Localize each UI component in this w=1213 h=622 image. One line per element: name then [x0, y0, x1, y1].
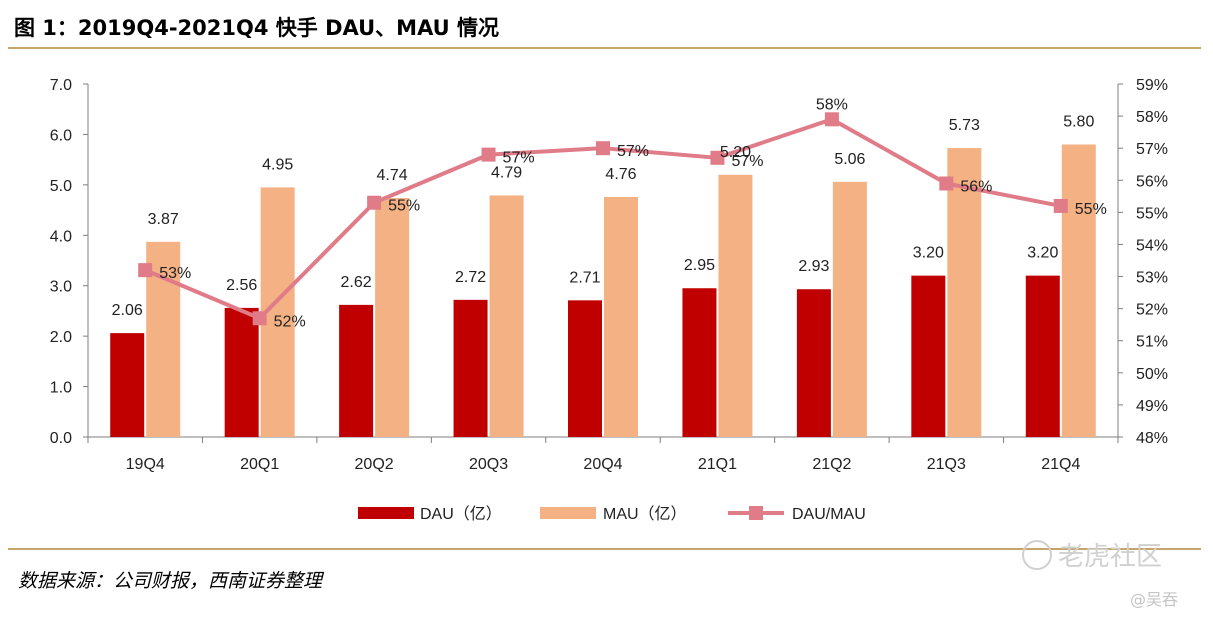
ratio-marker [710, 150, 725, 165]
y-right-tick-label: 54% [1136, 237, 1168, 254]
watermark-brand: 老虎社区 [1022, 536, 1162, 573]
y-right-tick-label: 50% [1136, 366, 1168, 383]
y-right-tick-label: 52% [1136, 302, 1168, 319]
mau-data-label: 5.80 [1063, 114, 1094, 131]
dau-bar [110, 333, 145, 437]
y-right-tick-label: 57% [1136, 141, 1168, 158]
mau-data-label: 4.95 [262, 156, 293, 173]
mau-data-label: 5.06 [834, 151, 865, 168]
y-right-tick-label: 55% [1136, 205, 1168, 222]
ratio-marker [1053, 198, 1068, 213]
y-left-tick-label: 7.0 [50, 77, 72, 94]
y-left-tick-label: 3.0 [50, 279, 72, 296]
ratio-marker [596, 141, 610, 156]
x-tick-label: 19Q4 [126, 456, 165, 473]
dau-data-label: 2.06 [112, 302, 143, 319]
mau-bar [947, 148, 982, 437]
dau-bar [339, 304, 374, 437]
x-tick-label: 21Q4 [1041, 456, 1080, 473]
x-tick-label: 20Q2 [355, 456, 394, 473]
dau-bar [1025, 275, 1060, 437]
y-right-tick-label: 53% [1136, 270, 1168, 287]
ratio-marker [824, 112, 839, 127]
ratio-marker [252, 311, 267, 326]
ratio-data-label: 52% [274, 313, 306, 330]
mau-data-label: 4.74 [377, 167, 408, 184]
dau-data-label: 2.62 [341, 274, 372, 291]
dau-bar [682, 288, 717, 437]
legend-dau-label: DAU（亿） [420, 505, 502, 523]
ratio-data-label: 57% [617, 143, 649, 160]
mau-data-label: 5.73 [949, 117, 980, 134]
ratio-data-label: 57% [731, 153, 763, 170]
x-tick-label: 20Q4 [583, 456, 622, 473]
y-right-tick-label: 56% [1136, 173, 1168, 190]
legend-ratio-marker [749, 506, 763, 520]
ratio-data-label: 55% [388, 198, 420, 215]
y-right-tick-label: 48% [1136, 430, 1168, 447]
x-tick-label: 20Q3 [469, 456, 508, 473]
legend-mau-swatch [540, 507, 596, 519]
dau-data-label: 3.20 [1027, 245, 1058, 262]
mau-bar [375, 197, 410, 437]
dau-data-label: 2.56 [226, 277, 257, 294]
y-left-tick-label: 1.0 [50, 380, 72, 397]
watermark-brand-text: 老虎社区 [1058, 542, 1163, 572]
ratio-data-label: 57% [503, 150, 535, 167]
dau-data-label: 2.93 [798, 258, 829, 275]
y-right-tick-label: 59% [1136, 77, 1168, 94]
y-left-tick-label: 5.0 [50, 178, 72, 195]
dau-data-label: 2.72 [455, 269, 486, 286]
dau-data-label: 2.95 [684, 257, 715, 274]
mau-bar [832, 181, 867, 437]
dau-data-label: 2.71 [569, 269, 600, 286]
ratio-data-label: 53% [159, 265, 191, 282]
dau-bar [796, 289, 831, 437]
watermark-user: @吴吞 [1130, 590, 1179, 609]
ratio-marker [939, 176, 954, 191]
mau-data-label: 3.87 [148, 211, 179, 228]
y-left-tick-label: 6.0 [50, 127, 72, 144]
ratio-marker [367, 195, 382, 210]
y-left-tick-label: 4.0 [50, 228, 72, 245]
ratio-data-label: 56% [960, 178, 992, 195]
figure-title: 图 1：2019Q4-2021Q4 快手 DAU、MAU 情况 [14, 16, 500, 40]
dau-bar [224, 307, 259, 437]
mau-data-label: 4.76 [605, 166, 636, 183]
mau-bar [718, 174, 753, 437]
x-tick-label: 21Q2 [812, 456, 851, 473]
mau-bar [1061, 144, 1096, 437]
x-tick-label: 21Q3 [927, 456, 966, 473]
y-right-tick-label: 58% [1136, 109, 1168, 126]
dau-data-label: 3.20 [913, 245, 944, 262]
ratio-data-label: 55% [1075, 201, 1107, 218]
x-tick-label: 20Q1 [240, 456, 279, 473]
dau-bar [453, 299, 488, 437]
bottom-rule [8, 548, 1201, 550]
y-left-tick-label: 0.0 [50, 430, 72, 447]
tiger-logo-icon [1022, 539, 1052, 570]
dau-bar [568, 300, 602, 437]
mau-data-label: 4.79 [491, 164, 522, 181]
ratio-marker [138, 263, 153, 278]
ratio-data-label: 58% [816, 96, 848, 113]
legend-ratio-label: DAU/MAU [792, 506, 866, 523]
dau-bar [911, 275, 946, 437]
x-tick-label: 21Q1 [698, 456, 737, 473]
y-left-tick-label: 2.0 [50, 329, 72, 346]
y-right-tick-label: 49% [1136, 398, 1168, 415]
y-right-tick-label: 51% [1136, 334, 1168, 351]
legend-dau-swatch [358, 507, 414, 519]
top-rule [8, 47, 1201, 49]
mau-data-label: 5.20 [720, 144, 751, 161]
source-note: 数据来源：公司财报，西南证券整理 [18, 570, 323, 592]
mau-bar [489, 195, 524, 437]
legend-mau-label: MAU（亿） [603, 505, 687, 523]
mau-bar [604, 196, 638, 437]
ratio-marker [481, 147, 496, 162]
